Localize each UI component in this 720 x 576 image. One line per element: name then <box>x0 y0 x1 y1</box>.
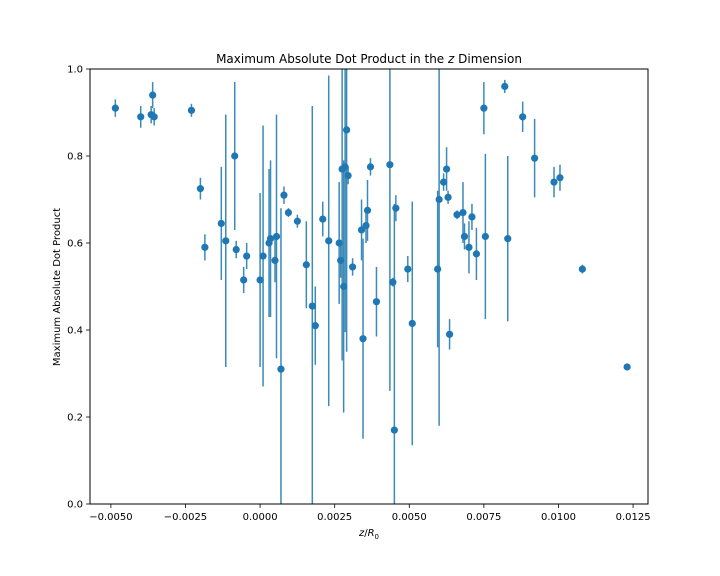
data-point <box>372 298 381 306</box>
data-point <box>284 208 293 217</box>
data-point <box>386 161 394 169</box>
y-tick-label: 0.4 <box>67 326 83 337</box>
data-point <box>311 322 319 330</box>
data-point <box>259 252 267 260</box>
data-point <box>445 330 454 338</box>
x-tick-label: 0.0025 <box>317 512 352 523</box>
y-tick-label: 0.2 <box>67 413 83 424</box>
data-point <box>196 185 205 193</box>
data-point <box>442 165 451 173</box>
data-point <box>362 222 370 230</box>
data-point <box>187 106 196 114</box>
data-point <box>357 226 366 234</box>
data-point <box>341 163 349 171</box>
data-point <box>344 171 352 180</box>
data-point <box>280 191 288 199</box>
data-point <box>277 365 285 373</box>
y-axis-label: Maximum Absolute Dot Product <box>52 208 63 366</box>
data-point <box>240 276 248 284</box>
data-point <box>363 206 372 214</box>
x-tick-label: 0.0125 <box>616 512 651 523</box>
data-point <box>243 252 251 260</box>
data-point <box>481 232 489 241</box>
point-group <box>111 82 631 434</box>
data-point <box>459 208 467 217</box>
data-point <box>472 250 481 258</box>
data-point <box>408 319 416 328</box>
data-point <box>217 219 225 228</box>
data-point <box>272 232 281 241</box>
x-tick-label: 0.0075 <box>466 512 501 523</box>
data-point <box>504 235 512 243</box>
data-point <box>444 193 452 201</box>
data-point <box>465 243 473 251</box>
data-point <box>150 113 158 121</box>
plot-frame <box>89 68 649 505</box>
data-point <box>359 335 367 343</box>
data-point <box>256 276 264 284</box>
data-point <box>319 215 327 223</box>
x-tick-label: 0.0100 <box>541 512 576 523</box>
data-point <box>335 239 343 247</box>
data-point <box>460 232 469 241</box>
data-point <box>453 211 461 219</box>
data-point <box>271 256 279 264</box>
y-tick-label: 0.0 <box>67 500 83 511</box>
data-point <box>293 217 301 225</box>
data-point <box>439 178 448 186</box>
data-point <box>404 265 412 273</box>
data-point <box>435 195 443 204</box>
data-point <box>231 152 239 160</box>
data-point <box>531 154 539 162</box>
data-point <box>480 104 488 112</box>
data-point <box>343 126 351 134</box>
data-point <box>222 237 230 245</box>
data-point <box>390 426 398 434</box>
chart-title: Maximum Absolute Dot Product in the z Di… <box>216 52 522 66</box>
data-point <box>392 204 400 212</box>
y-tick-label: 0.8 <box>67 152 83 163</box>
x-axis-ticks: −0.0050 −0.0025 0.0000 0.0025 0.0050 0.0075 0.… <box>89 504 651 523</box>
x-tick-label: −0.0050 <box>89 512 132 523</box>
data-point <box>366 163 375 171</box>
data-point <box>302 261 310 269</box>
data-point <box>266 235 275 243</box>
x-tick-label: −0.0025 <box>164 512 207 523</box>
data-point <box>149 91 157 99</box>
data-point <box>337 256 345 264</box>
data-point <box>111 104 119 112</box>
data-point <box>519 113 527 121</box>
data-point <box>232 245 240 254</box>
data-point <box>556 174 564 182</box>
data-point <box>308 302 316 310</box>
data-point <box>468 213 476 221</box>
x-tick-label: 0.0000 <box>243 512 278 523</box>
y-tick-label: 0.6 <box>67 239 83 250</box>
data-point <box>501 82 509 90</box>
data-point <box>325 237 333 245</box>
data-point <box>340 282 348 291</box>
x-axis-label: z/R0 <box>358 528 379 541</box>
data-point <box>623 363 631 371</box>
y-tick-label: 1.0 <box>67 65 83 76</box>
data-point <box>348 263 357 271</box>
data-point <box>201 243 209 251</box>
data-point <box>434 265 442 273</box>
data-point <box>389 278 397 286</box>
data-point <box>578 265 586 273</box>
data-point <box>137 113 145 121</box>
y-axis-ticks: 0.0 0.2 0.4 0.6 0.8 1.0 <box>67 65 90 511</box>
data-point <box>550 178 558 186</box>
x-tick-label: 0.0050 <box>392 512 427 523</box>
